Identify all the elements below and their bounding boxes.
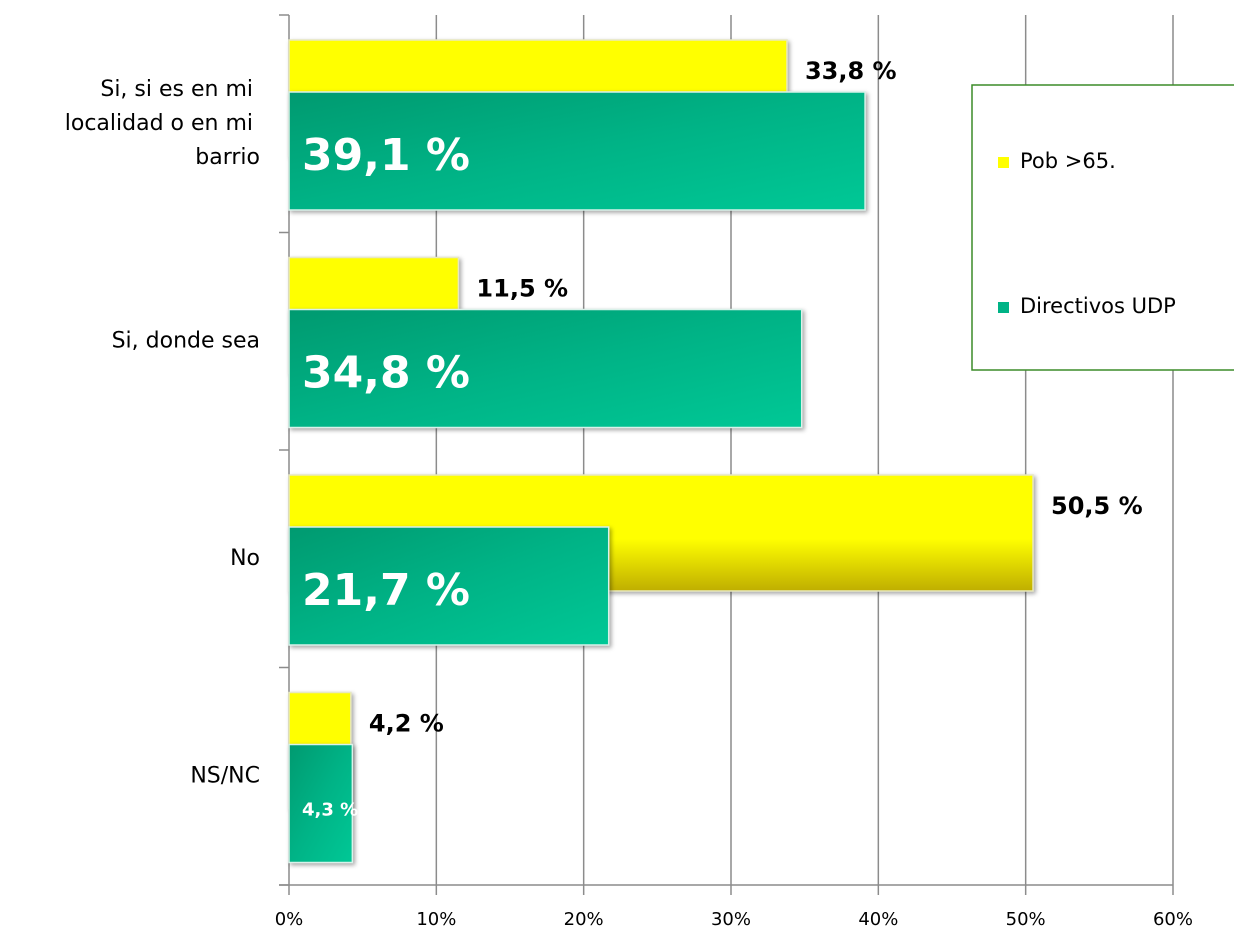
legend-swatch <box>998 157 1009 168</box>
x-tick-label: 30% <box>711 909 751 930</box>
value-label: 39,1 % <box>302 130 470 181</box>
x-tick-label: 50% <box>1006 909 1046 930</box>
bar <box>288 91 866 211</box>
x-tick-label: 0% <box>275 909 304 930</box>
bar <box>288 308 803 429</box>
category-label: Si, donde sea <box>112 328 260 353</box>
category-label: Si, si es en mi localidad o en mi barrio <box>65 77 260 170</box>
bar <box>288 526 610 646</box>
bar <box>288 743 354 864</box>
legend-box <box>971 84 1234 371</box>
x-tick-label: 40% <box>858 909 898 930</box>
value-label: 4,2 % <box>369 710 444 738</box>
legend-label: Directivos UDP <box>1020 294 1176 318</box>
legend-swatch <box>998 302 1009 313</box>
x-tick-label: 60% <box>1153 909 1193 930</box>
value-label: 21,7 % <box>302 565 470 616</box>
value-label: 33,8 % <box>805 57 897 85</box>
value-label: 50,5 % <box>1051 492 1143 520</box>
x-tick-label: 10% <box>416 909 456 930</box>
category-label: No <box>230 546 260 571</box>
value-label: 4,3 % <box>302 800 358 821</box>
legend-label: Pob >65. <box>1020 149 1116 173</box>
category-label: NS/NC <box>190 763 260 788</box>
x-tick-label: 20% <box>564 909 604 930</box>
value-label: 34,8 % <box>302 348 470 399</box>
value-label: 11,5 % <box>476 275 568 303</box>
